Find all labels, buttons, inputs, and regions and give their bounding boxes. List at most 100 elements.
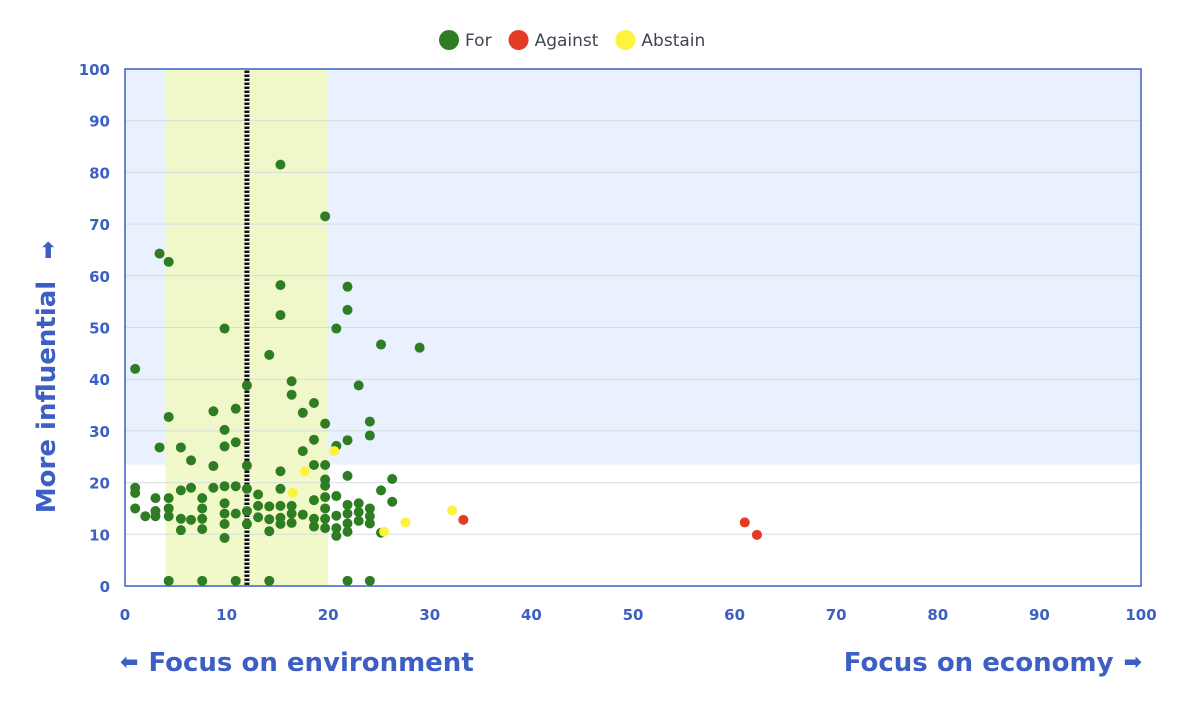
- focus-economy-label: Focus on economy ➡: [844, 648, 1142, 678]
- scatter-chart: 0 10 20 30 40 50 60 70 80 90 100 0 10 20 30 40 50 60 70 80…: [32, 30, 1157, 624]
- x-tick-label: 20: [318, 606, 339, 624]
- y-tick-label: 60: [89, 268, 110, 286]
- point-for: [264, 501, 275, 512]
- point-for: [308, 460, 319, 471]
- x-tick-label: 100: [1125, 606, 1156, 624]
- y-tick-label: 10: [89, 526, 110, 544]
- y-tick-label: 40: [89, 371, 110, 389]
- x-tick-label: 0: [120, 606, 130, 624]
- point-for: [342, 526, 353, 537]
- point-for: [230, 508, 241, 519]
- legend-label: Against: [535, 31, 599, 51]
- point-for: [163, 493, 174, 504]
- point-for: [342, 304, 353, 315]
- point-for: [286, 500, 297, 511]
- point-for: [320, 418, 331, 429]
- point-for: [320, 480, 331, 491]
- point-for: [264, 526, 275, 537]
- point-for: [275, 500, 286, 511]
- point-for: [308, 521, 319, 532]
- point-for: [275, 310, 286, 321]
- point-for: [308, 434, 319, 445]
- point-for: [331, 523, 342, 534]
- point-for: [342, 575, 353, 586]
- point-for: [353, 515, 364, 526]
- point-for: [197, 503, 208, 514]
- point-for: [320, 460, 331, 471]
- point-for: [342, 470, 353, 481]
- point-for: [175, 442, 186, 453]
- arrow-left-icon: ⬅: [120, 650, 139, 675]
- point-for: [230, 575, 241, 586]
- point-for: [376, 485, 387, 496]
- point-for: [353, 380, 364, 391]
- point-for: [297, 446, 308, 457]
- point-for: [387, 473, 398, 484]
- point-for: [130, 487, 141, 498]
- data-points: [130, 159, 762, 586]
- x-tick-label: 60: [724, 606, 745, 624]
- focus-environment-label: ⬅ Focus on environment: [120, 648, 474, 678]
- point-for: [331, 323, 342, 334]
- point-for: [320, 211, 331, 222]
- point-for: [353, 507, 364, 518]
- legend-item-for[interactable]: For: [439, 30, 492, 51]
- point-for: [264, 349, 275, 360]
- point-for: [364, 416, 375, 427]
- point-for: [342, 281, 353, 292]
- point-for: [342, 499, 353, 510]
- arrow-up-icon: ➡: [36, 241, 61, 259]
- point-for: [241, 483, 252, 494]
- x-tick-label: 70: [826, 606, 847, 624]
- y-tick-label: 70: [89, 216, 110, 234]
- y-tick-label: 90: [89, 113, 110, 131]
- point-for: [130, 363, 141, 374]
- point-for: [308, 495, 319, 506]
- legend-label: For: [465, 31, 492, 51]
- point-for: [241, 460, 252, 471]
- point-abstain: [400, 517, 411, 528]
- point-for: [331, 510, 342, 521]
- point-for: [264, 514, 275, 525]
- point-for: [230, 481, 241, 492]
- point-for: [175, 525, 186, 536]
- point-for: [253, 489, 264, 500]
- y-tick-label: 100: [79, 61, 110, 79]
- point-abstain: [287, 487, 298, 498]
- point-for: [286, 517, 297, 528]
- point-for: [414, 342, 425, 353]
- y-axis-title: More influential: [32, 281, 62, 513]
- point-for: [297, 509, 308, 520]
- point-abstain: [447, 505, 458, 516]
- point-for: [163, 575, 174, 586]
- point-for: [197, 513, 208, 524]
- point-for: [219, 481, 230, 492]
- point-for: [241, 380, 252, 391]
- point-for: [364, 503, 375, 514]
- legend-item-abstain[interactable]: Abstain: [615, 30, 705, 51]
- point-for: [320, 503, 331, 514]
- point-for: [275, 159, 286, 170]
- legend[interactable]: For Against Abstain: [439, 30, 705, 51]
- point-for: [163, 503, 174, 514]
- y-axis-title-group: More influential ➡: [32, 241, 62, 513]
- legend-label: Abstain: [641, 31, 705, 51]
- point-against: [739, 517, 750, 528]
- point-for: [197, 575, 208, 586]
- point-for: [208, 406, 219, 417]
- point-for: [186, 455, 197, 466]
- plot-frame: [124, 68, 1142, 587]
- x-tick-label: 50: [623, 606, 644, 624]
- focus-environment-text: Focus on environment: [148, 648, 474, 678]
- point-for: [154, 442, 165, 453]
- point-for: [219, 424, 230, 435]
- point-against: [751, 529, 762, 540]
- y-axis-ticks: 0 10 20 30 40 50 60 70 80 90 100: [79, 61, 110, 596]
- point-for: [154, 248, 165, 259]
- point-for: [175, 513, 186, 524]
- point-for: [320, 523, 331, 534]
- x-tick-label: 90: [1029, 606, 1050, 624]
- legend-item-against[interactable]: Against: [508, 30, 599, 51]
- point-for: [219, 508, 230, 519]
- point-for: [208, 461, 219, 472]
